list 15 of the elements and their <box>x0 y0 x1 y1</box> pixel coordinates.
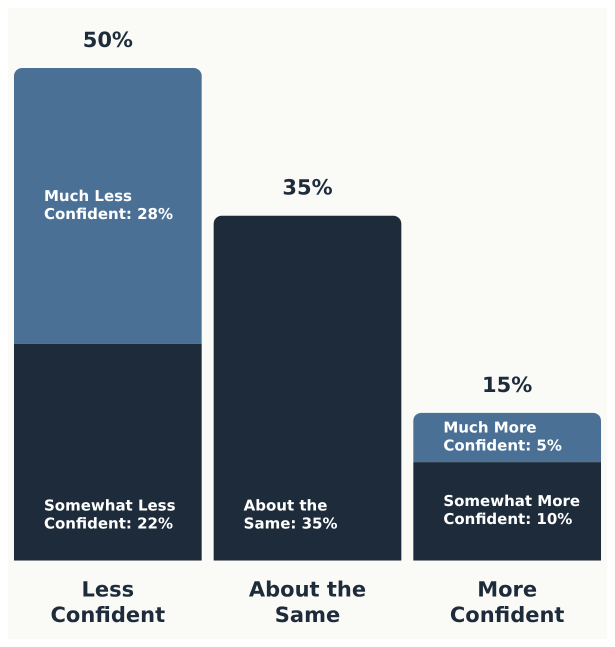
total-label: 15% <box>482 372 532 397</box>
data-label: Somewhat More Confident: 10% <box>443 492 580 528</box>
bar <box>413 462 602 561</box>
x-tick-label: About the Same <box>248 578 366 627</box>
x-tick-label: Less Confident <box>50 578 166 627</box>
data-label: Much Less Confident: 28% <box>44 186 173 223</box>
bar <box>14 344 202 561</box>
data-label: Much More Confident: 5% <box>443 418 562 454</box>
total-label: 35% <box>282 176 333 200</box>
bar <box>214 216 402 561</box>
x-tick-label: More Confident <box>450 578 564 627</box>
data-label: About the Same: 35% <box>244 496 338 532</box>
total-label: 50% <box>82 28 133 52</box>
data-label: Somewhat Less Confident: 22% <box>44 496 176 532</box>
bar <box>14 68 202 344</box>
